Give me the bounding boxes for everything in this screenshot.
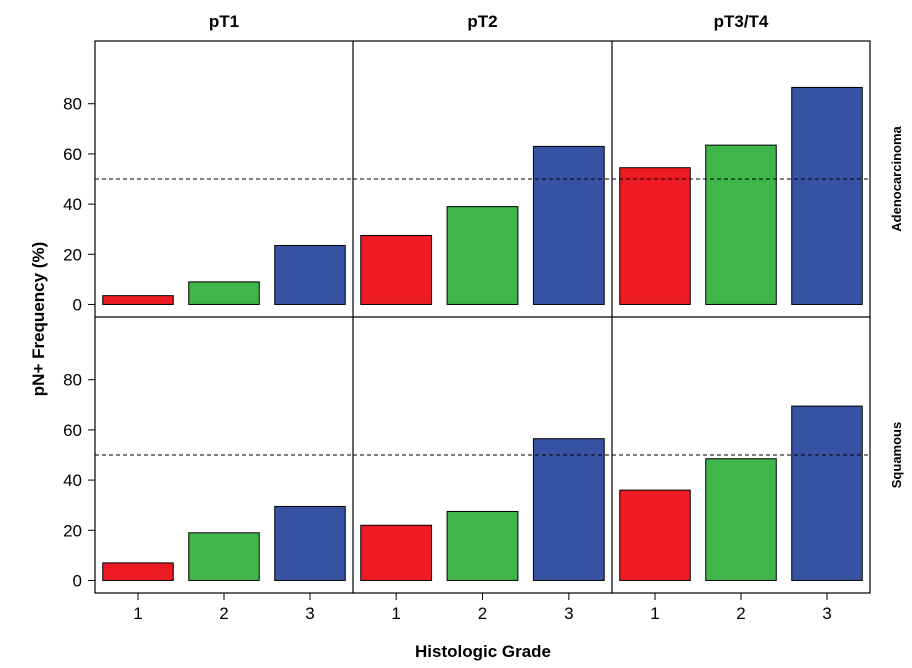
x-tick-label: 2 [736,604,745,623]
bar-pT2-Adenocarcinoma-1 [360,234,433,305]
bar-pT2-Adenocarcinoma-3 [532,145,605,305]
bar-pT2-Squamous-2 [446,510,519,581]
y-tick-label: 60 [63,145,82,164]
bar-pT2-Adenocarcinoma-2 [446,206,519,305]
y-axis-title: pN+ Frequency (%) [29,242,48,396]
bar-pT2-Squamous-3 [532,438,605,581]
column-label-0: pT1 [209,12,239,31]
y-tick-label: 80 [63,95,82,114]
bar-pT2-Squamous-1 [360,524,433,581]
x-tick-label: 2 [219,604,228,623]
y-tick-label: 80 [63,371,82,390]
x-axis-title: Histologic Grade [415,642,551,661]
y-tick-label: 20 [63,521,82,540]
y-tick-label: 40 [63,195,82,214]
y-tick-label: 0 [73,295,82,314]
row-label-1: Squamous [889,422,904,488]
x-tick-label: 1 [391,604,400,623]
x-tick-label: 3 [822,604,831,623]
bar-pT3/T4-Adenocarcinoma-2 [705,144,777,305]
y-tick-label: 60 [63,421,82,440]
y-tick-label: 20 [63,245,82,264]
bar-pT1-Squamous-1 [102,562,174,581]
panel-0 [95,178,353,305]
bar-pT3/T4-Adenocarcinoma-1 [619,167,691,305]
bar-pT1-Adenocarcinoma-3 [274,244,346,305]
column-label-1: pT2 [467,12,497,31]
panel-2 [612,86,870,305]
bar-pT1-Adenocarcinoma-2 [188,281,260,305]
bar-pT3/T4-Adenocarcinoma-3 [791,86,863,305]
row-strip-labels: Adenocarcinoma Squamous [889,125,904,488]
bar-pT3/T4-Squamous-2 [705,458,777,581]
bar-pT1-Squamous-2 [188,532,260,581]
panel-5 [612,405,870,581]
bar-pT3/T4-Squamous-1 [619,489,691,581]
column-label-2: pT3/T4 [714,12,769,31]
bar-pT1-Adenocarcinoma-1 [102,295,174,305]
x-tick-label: 2 [478,604,487,623]
panel-3 [95,454,353,581]
row-label-0: Adenocarcinoma [889,125,904,231]
panel-4 [353,438,612,581]
x-tick-label: 1 [133,604,142,623]
y-tick-label: 0 [73,571,82,590]
x-axis: 1 2 3 1 2 3 1 2 3 [133,593,832,623]
y-tick-label: 40 [63,471,82,490]
column-strip-labels: pT1 pT2 pT3/T4 [209,12,769,31]
x-tick-label: 3 [564,604,573,623]
x-tick-label: 1 [650,604,659,623]
panel-grid [94,40,871,594]
x-tick-label: 3 [305,604,314,623]
bar-pT3/T4-Squamous-3 [791,405,863,581]
bar-pT1-Squamous-3 [274,505,346,581]
panel-1 [353,145,612,305]
y-axis: 0 20 40 60 80 0 20 40 60 80 [63,95,95,590]
